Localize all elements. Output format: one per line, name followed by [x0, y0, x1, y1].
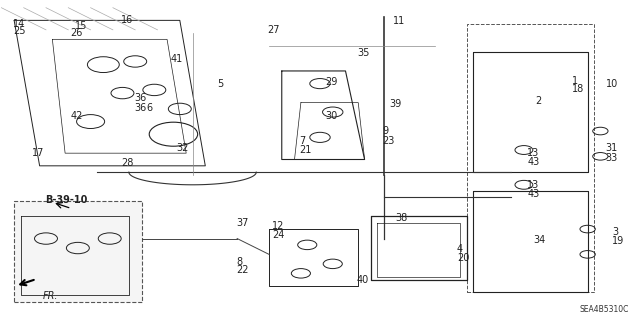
Text: 12: 12	[272, 221, 285, 231]
Text: 43: 43	[527, 189, 540, 199]
Text: 18: 18	[572, 84, 584, 94]
Text: 40: 40	[357, 275, 369, 285]
Text: 34: 34	[534, 235, 546, 245]
Text: B-39-10: B-39-10	[45, 195, 87, 205]
Text: 16: 16	[121, 15, 133, 25]
Text: 33: 33	[605, 152, 618, 163]
Text: 8: 8	[236, 257, 242, 267]
Text: 13: 13	[527, 148, 540, 159]
Text: 25: 25	[13, 26, 26, 36]
Text: 31: 31	[605, 143, 618, 153]
Text: FR.: FR.	[43, 291, 58, 301]
Text: 10: 10	[605, 79, 618, 89]
Text: 5: 5	[217, 79, 223, 89]
Text: 43: 43	[527, 157, 540, 167]
Text: 30: 30	[325, 111, 337, 122]
Text: 27: 27	[268, 25, 280, 35]
Text: 9: 9	[383, 126, 388, 136]
Text: 28: 28	[121, 158, 134, 168]
Text: 35: 35	[357, 48, 369, 58]
Text: 7: 7	[300, 136, 306, 146]
Text: 3: 3	[612, 227, 618, 237]
Text: 13: 13	[527, 180, 540, 190]
Text: 22: 22	[236, 265, 248, 275]
Text: 19: 19	[612, 236, 624, 246]
Text: 17: 17	[32, 148, 44, 159]
Text: 36: 36	[134, 93, 146, 103]
Text: 42: 42	[70, 111, 83, 122]
Text: SEA4B5310C: SEA4B5310C	[580, 305, 629, 314]
Text: 4: 4	[457, 244, 463, 254]
Text: 38: 38	[395, 213, 408, 223]
Text: 36: 36	[134, 103, 146, 113]
Text: 2: 2	[536, 96, 541, 106]
Text: 29: 29	[325, 77, 337, 87]
Bar	[467, 24, 594, 292]
Text: 23: 23	[383, 136, 395, 146]
Text: 20: 20	[457, 253, 469, 263]
Text: 26: 26	[70, 28, 83, 38]
Text: 24: 24	[272, 230, 285, 240]
Text: 37: 37	[236, 218, 248, 228]
Text: 41: 41	[170, 54, 182, 63]
Text: 39: 39	[389, 100, 401, 109]
Text: 14: 14	[13, 19, 25, 29]
Bar	[14, 201, 141, 302]
Text: 11: 11	[394, 16, 406, 26]
Text: 32: 32	[177, 143, 189, 153]
Text: 15: 15	[75, 21, 87, 31]
Text: 21: 21	[300, 145, 312, 155]
Text: 6: 6	[147, 103, 153, 113]
Text: 1: 1	[572, 76, 578, 86]
